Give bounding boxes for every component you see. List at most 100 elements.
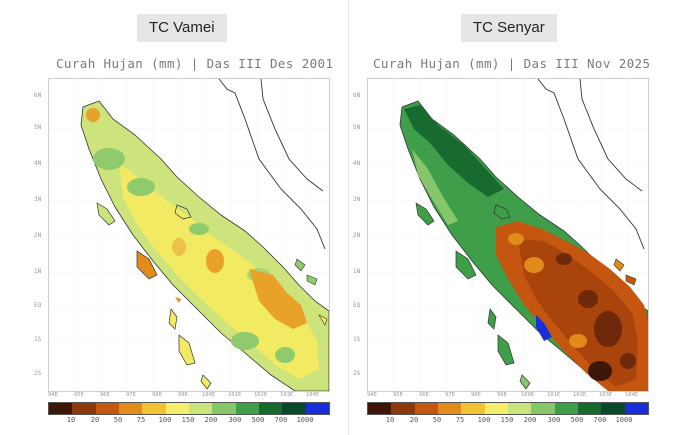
- colorbar-tick: 10: [385, 416, 395, 424]
- colorbar-swatch: [258, 403, 283, 414]
- colorbar-tick: 700: [274, 416, 288, 424]
- colorbar-tick: 100: [477, 416, 491, 424]
- colorbar-tick: 20: [409, 416, 419, 424]
- colorbar-tick: 50: [432, 416, 442, 424]
- lon-label: 103E: [599, 392, 613, 398]
- map-subtitle: Curah Hujan (mm) | Das III Des 2001: [56, 56, 334, 71]
- colorbar-tick: 75: [455, 416, 465, 424]
- colorbar-swatch: [235, 403, 259, 414]
- colorbar-swatch: [282, 403, 306, 414]
- colorbar-swatch: [484, 403, 508, 414]
- colorbar-swatch: [414, 403, 438, 414]
- lat-label: 1S: [353, 336, 361, 343]
- rainfall-map: [48, 78, 330, 392]
- lat-label: 4N: [34, 160, 42, 167]
- colorbar-tick: 150: [181, 416, 195, 424]
- colorbar-swatch: [118, 403, 143, 414]
- colorbar-swatch: [507, 403, 532, 414]
- panel-title-badge: TC Senyar: [461, 14, 557, 42]
- lon-label: 97E: [445, 392, 455, 398]
- longitude-labels: 94E 95E 96E 97E 98E 99E 100E 101E 102E 1…: [48, 392, 328, 400]
- lat-label: 1S: [34, 336, 42, 343]
- lat-label: 4N: [353, 160, 361, 167]
- lon-label: 102E: [254, 392, 268, 398]
- colorbar-tick: 150: [500, 416, 514, 424]
- latitude-labels: 6N 5N 4N 3N 2N 1N EQ 1S 2S: [34, 78, 50, 390]
- colorbar-tick: 500: [570, 416, 584, 424]
- colorbar-tick: 1000: [296, 416, 314, 424]
- colorbar-swatch: [305, 403, 329, 414]
- lat-label: 3N: [34, 196, 42, 203]
- colorbar-swatch: [531, 403, 555, 414]
- colorbar-tick: 75: [136, 416, 146, 424]
- lon-label: 95E: [74, 392, 84, 398]
- colorbar: [48, 402, 330, 415]
- lat-label: 1N: [353, 268, 361, 275]
- colorbar-swatch: [577, 403, 602, 414]
- colorbar-tick: 300: [228, 416, 242, 424]
- colorbar-swatch: [165, 403, 189, 414]
- lon-label: 96E: [419, 392, 429, 398]
- latitude-labels: 6N 5N 4N 3N 2N 1N EQ 1S 2S: [353, 78, 369, 390]
- colorbar-tick: 100: [158, 416, 172, 424]
- lon-label: 94E: [48, 392, 58, 398]
- lon-label: 97E: [126, 392, 136, 398]
- colorbar-tick: 200: [204, 416, 218, 424]
- colorbar-swatch: [188, 403, 213, 414]
- lat-label: 2N: [34, 232, 42, 239]
- colorbar-tick: 300: [547, 416, 561, 424]
- colorbar-swatch: [437, 403, 462, 414]
- colorbar: [367, 402, 649, 415]
- lat-label: EQ: [353, 302, 361, 309]
- lat-label: 5N: [353, 124, 361, 131]
- lat-label: 2S: [353, 370, 361, 377]
- colorbar-swatch: [601, 403, 625, 414]
- colorbar-tick: 500: [251, 416, 265, 424]
- colorbar-tick: 20: [90, 416, 100, 424]
- colorbar-tick: 50: [113, 416, 123, 424]
- lon-label: 94E: [367, 392, 377, 398]
- panel-tc-vamei: TC Vamei Curah Hujan (mm) | Das III Des …: [34, 14, 334, 426]
- lon-label: 99E: [178, 392, 188, 398]
- colorbar-tick: 700: [593, 416, 607, 424]
- lon-label: 95E: [393, 392, 403, 398]
- rainfall-map-svg: [49, 79, 329, 391]
- lon-label: 101E: [547, 392, 561, 398]
- lon-label: 104E: [625, 392, 639, 398]
- lon-label: 103E: [280, 392, 294, 398]
- lat-label: 3N: [353, 196, 361, 203]
- lon-label: 98E: [471, 392, 481, 398]
- colorbar-ticks: 10 20 50 75 100 150 200 300 500 700 1000: [48, 416, 328, 426]
- colorbar-swatch: [368, 403, 392, 414]
- lat-label: 6N: [353, 92, 361, 99]
- colorbar-swatch: [212, 403, 236, 414]
- colorbar-swatch: [49, 403, 73, 414]
- colorbar-tick: 200: [523, 416, 537, 424]
- lon-label: 104E: [306, 392, 320, 398]
- lat-label: EQ: [34, 302, 42, 309]
- colorbar-tick: 1000: [615, 416, 633, 424]
- lon-label: 102E: [573, 392, 587, 398]
- colorbar-swatch: [95, 403, 119, 414]
- longitude-labels: 94E 95E 96E 97E 98E 99E 100E 101E 102E 1…: [367, 392, 647, 400]
- colorbar-swatch: [72, 403, 96, 414]
- lat-label: 5N: [34, 124, 42, 131]
- lon-label: 101E: [228, 392, 242, 398]
- colorbar-tick: 10: [66, 416, 76, 424]
- colorbar-swatch: [461, 403, 485, 414]
- panel-title-badge: TC Vamei: [137, 14, 227, 42]
- lat-label: 2S: [34, 370, 42, 377]
- lat-label: 1N: [34, 268, 42, 275]
- rainfall-map-svg: [368, 79, 648, 391]
- lon-label: 99E: [497, 392, 507, 398]
- lon-label: 96E: [100, 392, 110, 398]
- lon-label: 98E: [152, 392, 162, 398]
- colorbar-swatch: [624, 403, 648, 414]
- lon-label: 100E: [202, 392, 216, 398]
- lat-label: 6N: [34, 92, 42, 99]
- colorbar-ticks: 10 20 50 75 100 150 200 300 500 700 1000: [367, 416, 647, 426]
- lat-label: 2N: [353, 232, 361, 239]
- panel-tc-senyar: TC Senyar Curah Hujan (mm) | Das III Nov…: [348, 0, 696, 435]
- colorbar-swatch: [554, 403, 578, 414]
- colorbar-swatch: [391, 403, 415, 414]
